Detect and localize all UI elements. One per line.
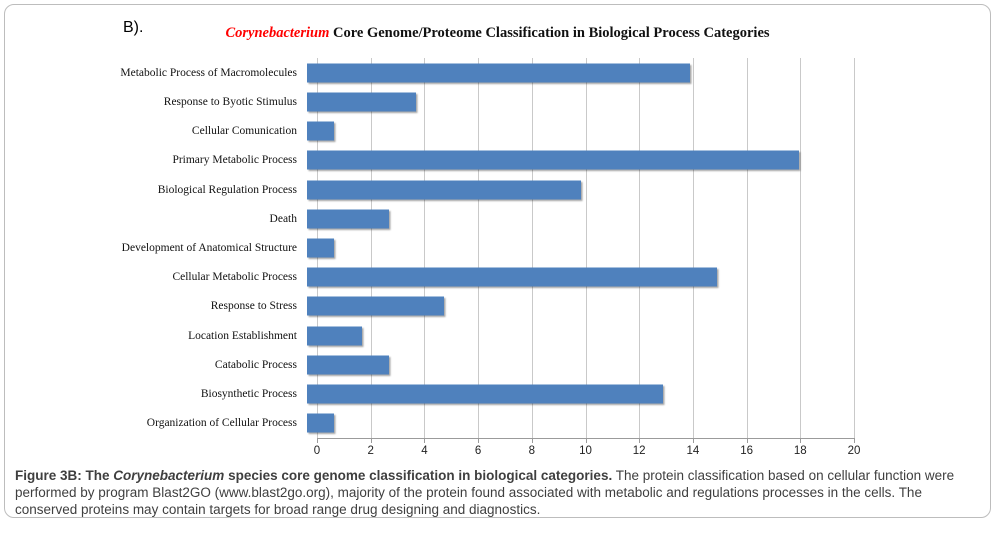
bar-row: Cellular Comunication bbox=[15, 116, 854, 145]
bar-row: Primary Metabolic Process bbox=[15, 146, 854, 175]
tick-mark bbox=[746, 438, 748, 443]
bar-track bbox=[307, 380, 854, 409]
tick-mark bbox=[531, 438, 533, 443]
bar bbox=[307, 121, 335, 141]
chart-title-text: Core Genome/Proteome Classification in B… bbox=[329, 25, 770, 41]
caption-bold-suffix: species core genome classification in bi… bbox=[224, 468, 613, 483]
bar-row: Metabolic Process of Macromolecules bbox=[15, 58, 854, 87]
tick-label: 20 bbox=[847, 445, 861, 457]
gridline bbox=[370, 58, 372, 438]
bar-track bbox=[307, 204, 854, 233]
tick-label: 0 bbox=[313, 445, 321, 457]
bar bbox=[307, 267, 718, 287]
bar bbox=[307, 150, 800, 170]
gridline bbox=[478, 58, 480, 438]
bar-row: Cellular Metabolic Process bbox=[15, 263, 854, 292]
chart-title-organism: Corynebacterium bbox=[225, 25, 330, 41]
tick-label: 14 bbox=[686, 445, 700, 457]
category-label: Death bbox=[269, 212, 297, 225]
bar-row: Biological Regulation Process bbox=[15, 175, 854, 204]
tick-label: 2 bbox=[367, 445, 374, 457]
bar-row: Catabolic Process bbox=[15, 350, 854, 379]
tick-label: 16 bbox=[740, 445, 753, 457]
bar-track bbox=[307, 321, 854, 350]
bar-row: Location Establishment bbox=[15, 321, 854, 350]
bar-track bbox=[307, 292, 854, 321]
tick-mark bbox=[317, 438, 318, 443]
tick-label: 10 bbox=[579, 445, 592, 457]
tick-mark bbox=[639, 438, 641, 443]
figure-border: B). Corynebacterium Core Genome/Proteome… bbox=[4, 4, 991, 518]
bar-track bbox=[307, 87, 854, 116]
bar bbox=[307, 413, 335, 433]
category-label: Primary Metabolic Process bbox=[172, 154, 297, 167]
figure-caption: Figure 3B: The Corynebacterium species c… bbox=[15, 467, 982, 518]
bar bbox=[307, 296, 444, 316]
caption-body: The protein classification based on cell… bbox=[15, 468, 955, 517]
caption-organism: Corynebacterium bbox=[113, 468, 225, 483]
bar bbox=[307, 326, 362, 346]
bar-track bbox=[307, 116, 854, 145]
bar bbox=[307, 209, 390, 229]
category-label: Catabolic Process bbox=[214, 358, 297, 371]
category-label: Location Establishment bbox=[188, 329, 297, 342]
bar-row: Response to Byotic Stimulus bbox=[15, 87, 854, 116]
x-axis-line bbox=[317, 438, 854, 439]
chart-title: Corynebacterium Core Genome/Proteome Cla… bbox=[5, 25, 990, 42]
category-label: Development of Anatomical Structure bbox=[121, 242, 297, 255]
gridline bbox=[585, 58, 587, 438]
bar bbox=[307, 92, 417, 112]
bar bbox=[307, 180, 581, 200]
tick-label: 6 bbox=[474, 445, 482, 457]
category-label: Cellular Comunication bbox=[191, 125, 297, 138]
category-label: Cellular Metabolic Process bbox=[172, 271, 297, 284]
bar-track bbox=[307, 350, 854, 379]
bar-row: Development of Anatomical Structure bbox=[15, 233, 854, 262]
category-label: Response to Stress bbox=[210, 300, 297, 313]
tick-mark bbox=[692, 438, 694, 443]
bar-track bbox=[307, 409, 854, 438]
bar-track bbox=[307, 263, 854, 292]
caption-bold-prefix: Figure 3B: The bbox=[15, 468, 114, 483]
gridline bbox=[692, 58, 694, 438]
x-axis-ticks: 0 2 4 6 8 10 12 14 16 18 20 bbox=[313, 438, 860, 462]
tick-mark bbox=[370, 438, 372, 443]
bar-track bbox=[307, 146, 854, 175]
gridline bbox=[639, 58, 641, 438]
tick-mark bbox=[800, 438, 802, 443]
tick-label: 8 bbox=[528, 445, 535, 457]
tick-label: 18 bbox=[793, 445, 807, 457]
bar-row: Organization of Cellular Process bbox=[15, 409, 854, 438]
gridline bbox=[531, 58, 533, 438]
tick-mark bbox=[854, 438, 855, 443]
tick-label: 4 bbox=[421, 445, 428, 457]
bar bbox=[307, 355, 390, 375]
bar-row: Biosynthetic Process bbox=[15, 380, 854, 409]
tick-mark bbox=[478, 438, 480, 443]
bar-track bbox=[307, 233, 854, 262]
gridline bbox=[746, 58, 748, 438]
category-label: Metabolic Process of Macromolecules bbox=[120, 66, 297, 79]
gridline bbox=[800, 58, 802, 438]
bar-track bbox=[307, 58, 854, 87]
category-label: Biological Regulation Process bbox=[157, 183, 297, 196]
panel-label: B). bbox=[123, 19, 144, 36]
bar bbox=[307, 238, 335, 258]
tick-mark bbox=[585, 438, 587, 443]
bar bbox=[307, 384, 663, 404]
gridline bbox=[854, 58, 855, 438]
bar-rows: Metabolic Process of Macromolecules Respo… bbox=[15, 58, 854, 438]
gridline bbox=[424, 58, 426, 438]
category-label: Response to Byotic Stimulus bbox=[163, 95, 297, 108]
category-label: Biosynthetic Process bbox=[200, 388, 297, 401]
bar-row: Response to Stress bbox=[15, 292, 854, 321]
bar-chart: Metabolic Process of Macromolecules Respo… bbox=[5, 54, 990, 464]
category-label: Organization of Cellular Process bbox=[146, 417, 297, 430]
tick-label: 12 bbox=[632, 445, 646, 457]
bar bbox=[307, 63, 690, 83]
bar-row: Death bbox=[15, 204, 854, 233]
bar-track bbox=[307, 175, 854, 204]
tick-mark bbox=[424, 438, 426, 443]
